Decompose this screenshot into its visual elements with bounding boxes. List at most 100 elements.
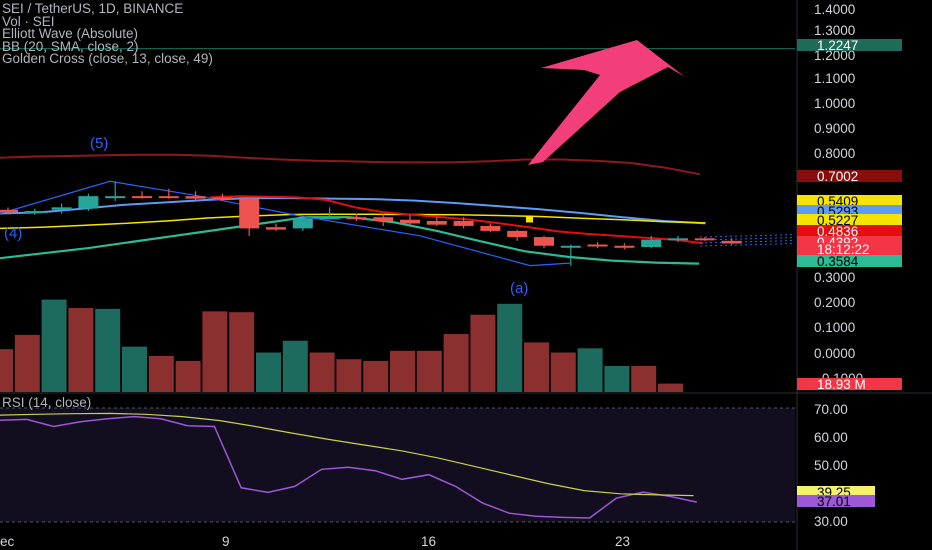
candle-body	[78, 196, 99, 209]
volume-bar	[14, 334, 40, 392]
candle-body	[346, 217, 367, 220]
price-axis-tick: 0.8000	[814, 146, 855, 161]
candle-body	[694, 238, 715, 241]
price-badge: 1.2247	[797, 38, 902, 53]
volume-bar	[497, 303, 523, 392]
ma-fast-line	[209, 195, 704, 245]
candle-body	[426, 220, 447, 225]
price-badge-label: 0.7002	[817, 169, 858, 184]
candle-body	[0, 209, 18, 213]
volume-bar	[631, 365, 657, 392]
legend-bollinger-bands[interactable]: BB (20, SMA, close, 2)	[2, 38, 139, 54]
legend-symbol[interactable]: SEI / TetherUS, 1D, BINANCE	[2, 1, 184, 16]
candle-body	[453, 220, 474, 226]
price-badge: 0.3584	[797, 254, 902, 269]
candle-body	[587, 244, 608, 247]
candle-body	[319, 217, 340, 220]
candle-body	[132, 196, 152, 199]
volume-bar	[390, 350, 415, 392]
price-axis-tick: 0.9000	[814, 121, 855, 136]
candle-body	[105, 196, 126, 199]
rsi-badge: 37.01	[797, 494, 875, 509]
rsi-badge-label: 37.01	[817, 494, 851, 509]
volume-bar	[148, 355, 174, 392]
legend-golden-cross[interactable]: Golden Cross (close, 13, close, 49)	[2, 51, 213, 66]
price-axis-tick: 1.2000	[814, 48, 855, 63]
volume-bar	[604, 365, 630, 392]
ma-slow-line	[0, 213, 706, 230]
legend-volume[interactable]: Vol · SEI	[2, 13, 55, 29]
volume-bar	[0, 349, 13, 392]
candle-body	[560, 245, 581, 248]
candle-body	[641, 239, 662, 247]
price-badge-bg	[797, 378, 902, 390]
rsi-ma-line	[0, 412, 694, 497]
candle-body	[534, 237, 554, 246]
price-badge-bg	[797, 170, 902, 182]
price-badge-bg	[797, 243, 902, 255]
volume-bar	[658, 383, 683, 392]
wave-label-4: (4)	[4, 225, 22, 242]
candle-body	[51, 207, 72, 210]
price-badge-label: 18:12:22	[817, 242, 870, 257]
legend-elliott-wave[interactable]: Elliott Wave (Absolute)	[2, 26, 139, 41]
volume-bar	[122, 346, 147, 392]
projection-dots	[699, 240, 796, 244]
price-badge-bg	[797, 225, 902, 237]
price-badge-label: 0.5227	[817, 213, 858, 228]
rsi-band	[0, 408, 795, 522]
time-axis-tick: 9	[222, 534, 230, 549]
price-badge: 0.7002	[797, 169, 902, 184]
candle-body	[507, 230, 528, 238]
volume-bar	[309, 352, 335, 392]
volume-bar	[229, 312, 255, 392]
candle-body	[480, 225, 501, 231]
wave-label-a: (a)	[510, 280, 528, 297]
rsi-line	[0, 415, 697, 519]
price-badge-label: 1.2247	[817, 38, 858, 53]
candle-body	[158, 196, 179, 199]
price-badge-bg	[797, 214, 902, 226]
price-badge: 18.93 M	[797, 377, 902, 392]
golden-cross-marker	[526, 215, 533, 223]
price-badge: 0.5227	[797, 213, 902, 228]
candle-body	[668, 238, 688, 241]
time-axis-tick: 23	[615, 534, 630, 549]
rsi-axis-tick: 30.00	[814, 514, 848, 529]
price-axis-tick: 0.2000	[814, 295, 855, 310]
projection-dots	[699, 243, 796, 247]
candle-body	[614, 245, 635, 248]
volume-bar	[68, 308, 94, 392]
price-badge: 0.4836	[797, 224, 902, 239]
bb-upper-line	[0, 153, 701, 176]
volume-bar	[577, 348, 603, 392]
price-badge-bg	[797, 255, 902, 267]
volume-bar	[416, 350, 442, 392]
wave-label-5: (5)	[90, 135, 108, 152]
price-badge-label: 18.93 M	[817, 377, 866, 392]
volume-bar	[470, 314, 496, 392]
price-badge-label: 0.3584	[817, 254, 859, 269]
rsi-axis-tick: 60.00	[814, 430, 848, 445]
projection-dots	[699, 237, 796, 241]
projection-dots	[699, 234, 796, 238]
volume-bar	[336, 359, 362, 392]
candle-body	[292, 218, 313, 229]
time-axis-tick: 16	[421, 534, 436, 549]
price-badge-label: 0.4836	[817, 224, 858, 239]
rsi-axis-tick: 50.00	[814, 458, 848, 473]
price-badge: 18:12:22	[797, 242, 902, 257]
volume-bar	[282, 340, 308, 392]
trend-arrow	[528, 40, 685, 165]
rsi-legend[interactable]: RSI (14, close)	[2, 395, 92, 410]
rsi-badge-bg	[797, 495, 875, 507]
price-axis-tick: 0.0000	[814, 346, 855, 361]
volume-bar	[363, 360, 389, 392]
price-axis-tick: 1.1000	[814, 71, 855, 86]
elliott-wave-line	[0, 180, 571, 267]
chart-legend: SEI / TetherUS, 1D, BINANCE Vol · SEI El…	[2, 2, 213, 65]
price-axis-tick: 1.3000	[814, 23, 855, 38]
candle-body	[24, 211, 45, 214]
candle-body	[212, 197, 233, 200]
